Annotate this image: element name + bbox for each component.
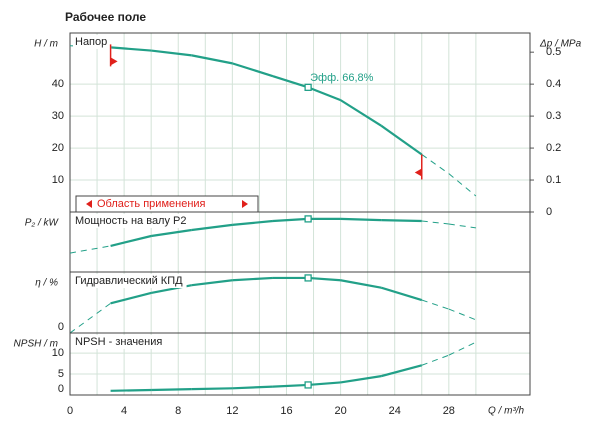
- x-tick-label: 20: [334, 405, 346, 417]
- y-tick-label: 20: [52, 142, 64, 154]
- legend-arrow: [86, 200, 92, 208]
- x-tick-label: 28: [443, 405, 455, 417]
- range-arrow: [110, 57, 118, 66]
- curve-segment: [308, 276, 341, 282]
- y-tick-label: 10: [52, 347, 64, 359]
- panel-frame: [69, 332, 531, 396]
- curve-segment: [448, 223, 476, 229]
- y-axis-label: NPSH / m: [14, 339, 58, 350]
- y-axis-label: η / %: [35, 278, 58, 289]
- range-arrow: [414, 168, 422, 177]
- curve-segment: [151, 228, 192, 238]
- panel-frame: [69, 32, 531, 213]
- curve-segment: [110, 234, 152, 247]
- x-tick-label: 0: [67, 405, 73, 417]
- curve-segment: [69, 302, 111, 334]
- curve-segment: [380, 364, 423, 378]
- y2-tick-label: 0: [546, 206, 552, 218]
- annotation: Эфф. 66,8%: [310, 72, 374, 84]
- duty-point: [304, 215, 312, 223]
- curve-segment: [381, 219, 422, 223]
- legend-arrow: [242, 200, 248, 208]
- curve-segment: [421, 220, 449, 225]
- curve-segment: [380, 286, 423, 302]
- chart-title: Рабочее поле: [65, 10, 146, 24]
- curve-segment: [272, 383, 309, 388]
- curve-segment: [232, 385, 273, 390]
- curve-segment: [380, 124, 423, 156]
- curve-segment: [448, 341, 477, 356]
- x-tick-label: 24: [389, 405, 401, 417]
- y2-tick-label: 0.4: [546, 78, 561, 90]
- curve-segment: [340, 279, 382, 289]
- curve-segment: [151, 388, 192, 392]
- curve-segment: [232, 219, 274, 226]
- curve-segment: [110, 388, 152, 392]
- curve-segment: [110, 46, 152, 52]
- curve-segment: [151, 49, 192, 57]
- y-tick-label: 40: [52, 78, 64, 90]
- duty-point: [304, 83, 312, 91]
- curve-segment: [421, 299, 449, 310]
- y2-tick-label: 0.5: [546, 46, 561, 58]
- y-tick-label: 0: [58, 383, 64, 395]
- panel-label: NPSH - значения: [75, 336, 162, 348]
- duty-point: [304, 381, 312, 389]
- curve-segment: [421, 354, 449, 366]
- curve-segment: [448, 173, 477, 197]
- curve-segment: [340, 375, 382, 384]
- curve-segment: [272, 217, 309, 223]
- x-tick-label: 16: [280, 405, 292, 417]
- x-axis-label: Q / m³/h: [488, 406, 525, 417]
- curve-segment: [340, 217, 382, 222]
- panel-label: Напор: [75, 36, 107, 48]
- curve-segment: [69, 245, 111, 254]
- duty-point: [304, 274, 312, 282]
- y2-axis-label: Δp / MPa: [539, 39, 582, 50]
- y-tick-label: 0: [58, 321, 64, 333]
- curve-segment: [191, 54, 233, 65]
- curve-segment: [191, 223, 233, 232]
- curve-segment: [448, 308, 477, 321]
- curve-segment: [191, 279, 233, 287]
- curve-segment: [308, 381, 341, 387]
- curve-segment: [191, 387, 233, 391]
- panel-label-box: [73, 274, 187, 288]
- panel-label: Гидравлический КПД: [75, 275, 183, 287]
- y-axis-label: H / m: [34, 39, 58, 50]
- curve-segment: [272, 75, 309, 89]
- curve-segment: [110, 291, 152, 305]
- curve-segment: [340, 99, 382, 127]
- panel-label: Мощность на валу P2: [75, 215, 187, 227]
- y-tick-label: 10: [52, 174, 64, 186]
- y2-tick-label: 0.2: [546, 142, 561, 154]
- panel-label-box: [73, 214, 191, 228]
- panel-label-box: [73, 35, 112, 49]
- y-axis-label: P₂ / kW: [25, 218, 60, 229]
- x-tick-label: 8: [175, 405, 181, 417]
- y-tick-label: 5: [58, 368, 64, 380]
- y2-tick-label: 0.3: [546, 110, 561, 122]
- curve-segment: [232, 276, 274, 282]
- curve-segment: [421, 154, 450, 175]
- y2-tick-label: 0.1: [546, 174, 561, 186]
- curve-segment: [232, 62, 274, 78]
- panel-label-box: [73, 335, 167, 349]
- curve-segment: [307, 86, 341, 102]
- x-tick-label: 12: [226, 405, 238, 417]
- y-tick-label: 30: [52, 110, 64, 122]
- legend-text: Область применения: [97, 198, 206, 210]
- x-tick-label: 4: [121, 405, 127, 417]
